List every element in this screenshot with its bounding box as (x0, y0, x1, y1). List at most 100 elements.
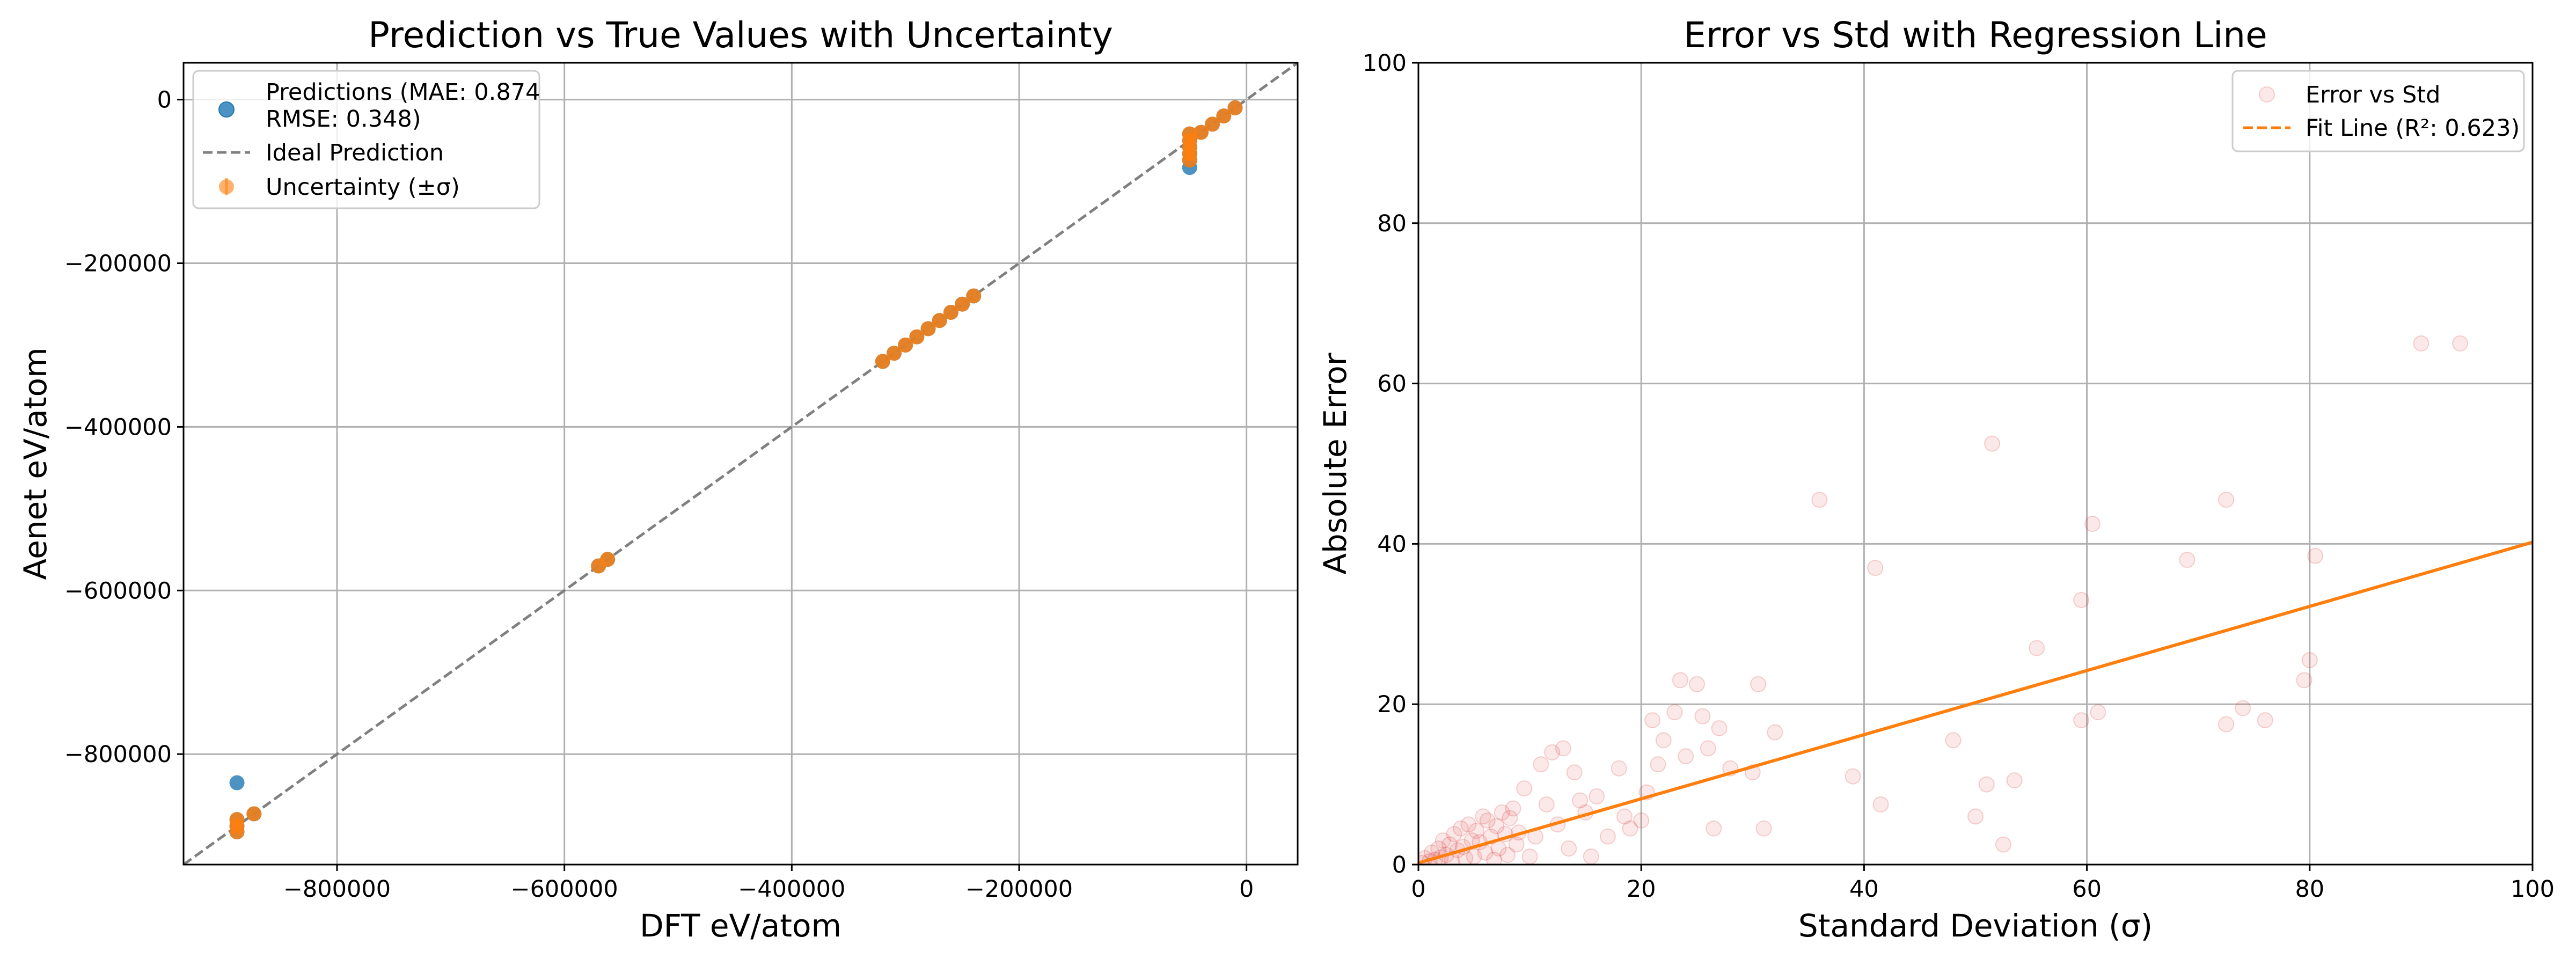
legend-error-marker (2259, 86, 2275, 103)
error-point (2452, 335, 2469, 352)
error-point (2301, 652, 2318, 669)
error-point (1468, 823, 1484, 839)
right-plot-area (1418, 335, 2533, 865)
legend-predictions-label: Predictions (MAE: 0.874 (266, 79, 540, 106)
uncertainty-point (920, 321, 936, 336)
error-point (2073, 591, 2090, 608)
x-tick-label: 0 (1411, 876, 1425, 903)
uncertainty-point (1193, 125, 1209, 140)
error-point (2218, 492, 2235, 508)
y-tick-label: −400000 (64, 414, 172, 441)
uncertainty-point (1227, 100, 1243, 115)
left-grid (184, 63, 1298, 865)
legend-ideal-label: Ideal Prediction (266, 140, 444, 166)
uncertainty-point (943, 304, 958, 320)
x-tick-label: −600000 (511, 876, 618, 903)
error-point (1650, 756, 1666, 773)
left-legend: Predictions (MAE: 0.874 RMSE: 0.348) Ide… (192, 70, 540, 209)
left-plot-area (184, 63, 1298, 865)
y-tick-label: 100 (1363, 50, 1407, 77)
error-point (1460, 816, 1477, 833)
error-point (1655, 732, 1672, 749)
legend-uncertainty-label: Uncertainty (±σ) (266, 174, 460, 201)
error-point (1689, 676, 1705, 692)
x-tick-label: −400000 (738, 876, 845, 903)
error-point (1599, 828, 1616, 845)
error-point (2090, 704, 2106, 721)
left-axes-frame (182, 62, 1299, 866)
error-point (1700, 740, 1716, 757)
x-tick-label: 100 (2511, 876, 2555, 903)
error-point (1995, 836, 2011, 853)
x-tick-label: 0 (1239, 876, 1254, 903)
error-point (1616, 808, 1633, 825)
error-point (1755, 820, 1772, 837)
error-point (1488, 818, 1505, 835)
error-point (1583, 848, 1599, 865)
legend-uncertainty-marker (219, 179, 234, 194)
error-point (1694, 708, 1711, 724)
uncertainty-point (229, 812, 245, 828)
y-tick-label: 60 (1377, 371, 1407, 398)
error-point (2235, 700, 2251, 716)
error-point (1666, 704, 1683, 721)
error-point (1475, 808, 1491, 825)
error-point (2029, 640, 2045, 656)
x-tick-label: 60 (2072, 876, 2102, 903)
uncertainty-point (875, 354, 890, 369)
x-tick-label: −800000 (283, 876, 391, 903)
right-axes-frame (1417, 62, 2534, 866)
error-point (1486, 852, 1503, 865)
error-point (1644, 712, 1660, 729)
right-legend: Error vs Std Fit Line (R²: 0.623) (2231, 70, 2525, 152)
error-point (1505, 800, 1521, 817)
error-point (1516, 780, 1533, 797)
error-point (1750, 676, 1767, 692)
left-chart-title: Prediction vs True Values with Uncertain… (368, 14, 1113, 56)
uncertainty-point (886, 346, 902, 361)
error-point (2413, 335, 2429, 352)
error-point (2218, 716, 2235, 733)
uncertainty-point (1182, 152, 1197, 168)
prediction-point (229, 775, 245, 791)
error-point (1555, 740, 1571, 757)
error-point (1572, 792, 1589, 809)
error-point (2296, 672, 2312, 689)
error-point (1561, 840, 1577, 857)
data-marks (1418, 335, 2533, 865)
x-tick-label: 80 (2295, 876, 2324, 903)
legend-fit-label: Fit Line (R²: 0.623) (2306, 115, 2520, 142)
error-point (2073, 712, 2090, 729)
right-legend-box (2231, 70, 2525, 152)
x-tick-label: −200000 (965, 876, 1073, 903)
uncertainty-point (246, 806, 262, 822)
x-tick-label: 20 (1627, 876, 1656, 903)
y-tick-label: −200000 (64, 251, 172, 277)
error-point (1508, 836, 1525, 853)
error-point (1984, 435, 2001, 452)
error-point (2179, 552, 2196, 568)
y-tick-label: 80 (1377, 210, 1407, 237)
error-point (1589, 788, 1605, 805)
error-point (1622, 820, 1638, 837)
error-point (1533, 756, 1549, 773)
error-point (1711, 720, 1728, 737)
uncertainty-point (229, 824, 245, 840)
error-point (2257, 712, 2273, 729)
uncertainty-point (909, 329, 925, 345)
y-tick-label: 0 (1392, 852, 1407, 879)
error-point (1967, 808, 1984, 825)
error-point (1446, 826, 1462, 843)
error-point (1435, 832, 1451, 849)
error-point (1945, 732, 1962, 749)
y-tick-label: −600000 (64, 577, 172, 604)
right-y-axis-label: Absolute Error (1317, 353, 1353, 574)
error-point (1706, 820, 1722, 837)
left-legend-box (192, 70, 540, 209)
error-point (1521, 848, 1538, 865)
legend-predictions-marker (218, 101, 235, 118)
error-point (1978, 776, 1995, 793)
legend-error-label: Error vs Std (2306, 82, 2440, 108)
y-tick-label: −800000 (64, 741, 172, 768)
right-x-axis-label: Standard Deviation (σ) (1798, 908, 2153, 944)
